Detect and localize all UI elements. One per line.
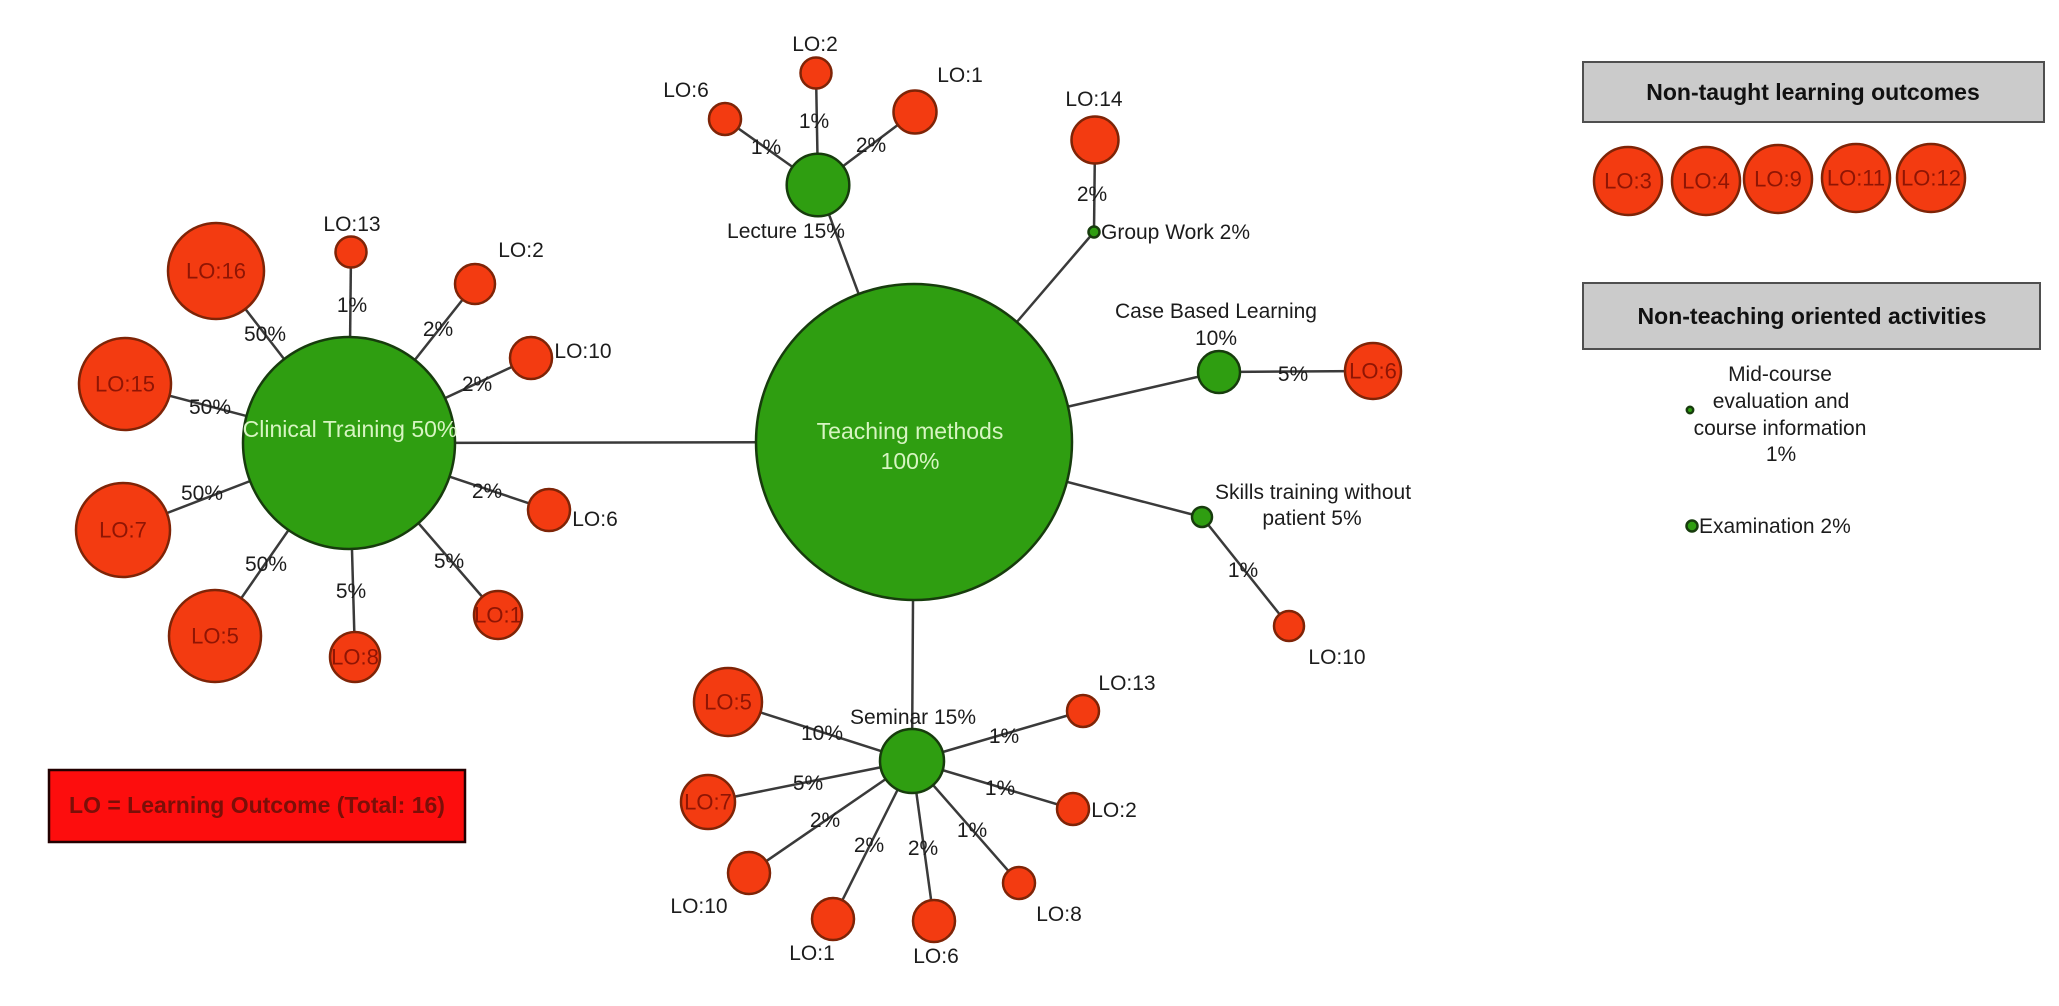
svg-text:2%: 2%: [810, 809, 840, 832]
svg-text:10%: 10%: [801, 722, 843, 745]
svg-text:2%: 2%: [423, 318, 453, 341]
svg-text:LO:8: LO:8: [1036, 903, 1082, 926]
svg-text:50%: 50%: [245, 553, 287, 576]
svg-text:LO:6: LO:6: [663, 79, 709, 102]
svg-text:50%: 50%: [181, 482, 223, 505]
svg-text:2%: 2%: [856, 134, 886, 157]
svg-text:1%: 1%: [751, 136, 781, 159]
svg-text:LO:9: LO:9: [1754, 167, 1802, 192]
svg-text:LO:5: LO:5: [704, 690, 752, 715]
svg-text:Clinical Training 50%: Clinical Training 50%: [243, 416, 458, 442]
svg-text:LO:10: LO:10: [670, 895, 727, 918]
svg-text:1%: 1%: [1228, 559, 1258, 582]
svg-text:LO:12: LO:12: [1901, 166, 1961, 191]
svg-text:LO:11: LO:11: [1827, 166, 1885, 191]
svg-text:1%: 1%: [985, 777, 1015, 800]
svg-text:patient 5%: patient 5%: [1262, 507, 1361, 530]
svg-text:10%: 10%: [1195, 327, 1237, 350]
svg-text:5%: 5%: [793, 772, 823, 795]
svg-text:2%: 2%: [462, 373, 492, 396]
svg-text:LO:15: LO:15: [95, 372, 155, 397]
svg-text:1%: 1%: [989, 725, 1019, 748]
svg-text:Lecture 15%: Lecture 15%: [727, 220, 845, 243]
svg-text:LO:2: LO:2: [1091, 799, 1137, 822]
svg-text:1%: 1%: [337, 294, 367, 317]
svg-text:LO:14: LO:14: [1065, 88, 1123, 111]
svg-text:evaluation and: evaluation and: [1713, 390, 1850, 413]
svg-text:LO:6: LO:6: [1349, 359, 1397, 384]
svg-text:2%: 2%: [1077, 183, 1107, 206]
svg-text:5%: 5%: [336, 580, 366, 603]
svg-text:LO:10: LO:10: [554, 340, 611, 363]
svg-text:LO:2: LO:2: [498, 239, 544, 262]
svg-text:LO:1: LO:1: [474, 603, 522, 628]
svg-text:LO:7: LO:7: [99, 518, 147, 543]
svg-text:Teaching methods: Teaching methods: [817, 418, 1004, 444]
svg-text:LO:8: LO:8: [331, 645, 379, 670]
svg-text:2%: 2%: [908, 837, 938, 860]
svg-text:2%: 2%: [854, 834, 884, 857]
svg-text:LO:13: LO:13: [1098, 672, 1155, 695]
svg-text:LO:3: LO:3: [1604, 169, 1652, 194]
svg-text:1%: 1%: [957, 819, 987, 842]
svg-text:LO:6: LO:6: [913, 945, 959, 968]
svg-text:5%: 5%: [434, 550, 464, 573]
svg-text:Mid-course: Mid-course: [1728, 363, 1832, 386]
svg-text:LO:5: LO:5: [191, 624, 239, 649]
svg-text:LO:7: LO:7: [684, 790, 732, 815]
svg-text:Case Based Learning: Case Based Learning: [1115, 300, 1317, 323]
svg-text:Examination 2%: Examination 2%: [1699, 515, 1851, 538]
svg-text:LO:13: LO:13: [323, 213, 380, 236]
svg-text:Non-teaching oriented activiti: Non-teaching oriented activities: [1638, 303, 1987, 329]
svg-text:Group Work 2%: Group Work 2%: [1101, 221, 1250, 244]
svg-text:Non-taught learning outcomes: Non-taught learning outcomes: [1646, 79, 1980, 105]
svg-text:50%: 50%: [244, 323, 286, 346]
svg-text:50%: 50%: [189, 396, 231, 419]
svg-text:LO:16: LO:16: [186, 259, 246, 284]
svg-text:LO:10: LO:10: [1308, 646, 1365, 669]
svg-text:LO = Learning Outcome (Total:: LO = Learning Outcome (Total: 16): [69, 792, 445, 818]
svg-text:Seminar 15%: Seminar 15%: [850, 706, 976, 729]
svg-text:LO:6: LO:6: [572, 508, 618, 531]
svg-text:2%: 2%: [472, 480, 502, 503]
svg-text:5%: 5%: [1278, 363, 1308, 386]
svg-text:LO:2: LO:2: [792, 33, 838, 56]
svg-text:100%: 100%: [881, 448, 940, 474]
svg-text:LO:4: LO:4: [1682, 169, 1730, 194]
svg-text:1%: 1%: [1766, 443, 1796, 466]
svg-text:LO:1: LO:1: [937, 64, 983, 87]
svg-text:LO:1: LO:1: [789, 942, 835, 965]
svg-text:Skills training without: Skills training without: [1215, 481, 1411, 504]
svg-text:course information: course information: [1694, 417, 1867, 440]
svg-text:1%: 1%: [799, 110, 829, 133]
